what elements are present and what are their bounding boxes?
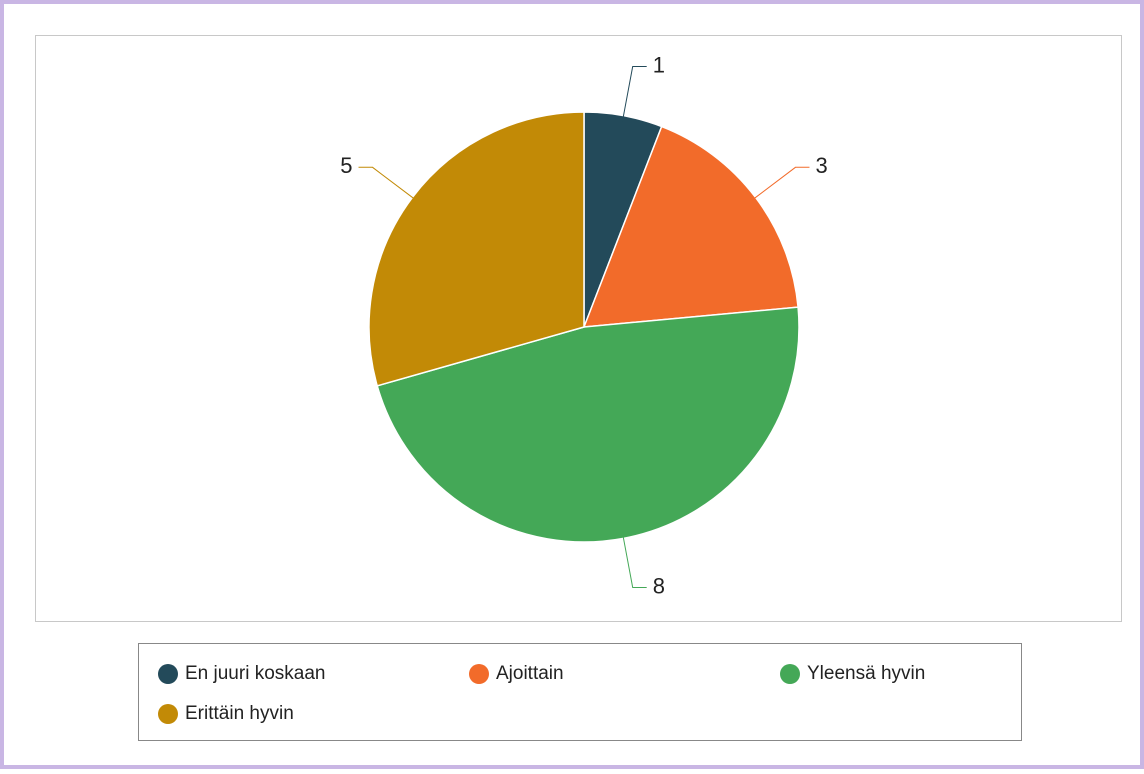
legend-marker [780, 664, 800, 684]
legend-marker [158, 664, 178, 684]
legend-marker [158, 704, 178, 724]
leader-line [358, 166, 418, 202]
data-label: 8 [653, 573, 665, 598]
legend-marker [469, 664, 489, 684]
data-label: 1 [653, 52, 665, 77]
leader-line [750, 166, 810, 202]
legend-label: En juuri koskaan [185, 663, 325, 684]
legend-label: Ajoittain [496, 663, 564, 684]
leader-line [621, 66, 647, 122]
data-label: 5 [340, 153, 352, 178]
legend-label: Yleensä hyvin [807, 663, 925, 684]
leader-line [621, 532, 647, 588]
legend-label: Erittäin hyvin [185, 703, 294, 724]
data-label: 3 [815, 153, 827, 178]
legend-box [138, 643, 1022, 741]
